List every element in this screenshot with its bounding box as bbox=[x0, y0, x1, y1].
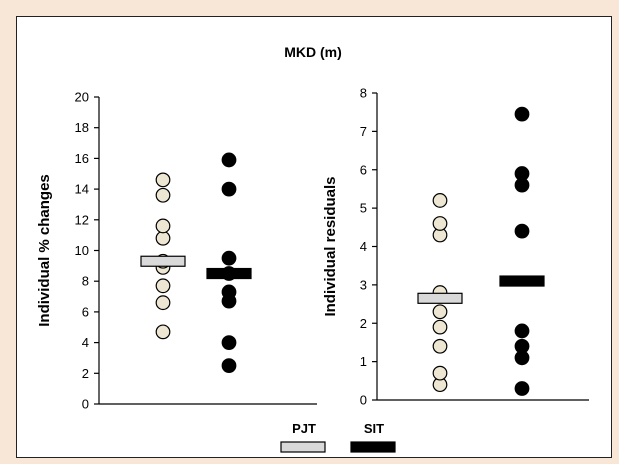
resid-y-tick-label: 1 bbox=[360, 354, 367, 369]
pct-y-tick-label: 18 bbox=[75, 120, 89, 135]
resid-y-tick-label: 5 bbox=[360, 201, 367, 216]
pct-y-axis-title: Individual % changes bbox=[36, 174, 53, 327]
pct-pjt-point bbox=[155, 324, 171, 340]
resid-pjt-mean-bar bbox=[417, 292, 463, 304]
resid-y-tick-label: 4 bbox=[360, 239, 367, 254]
resid-sit-point bbox=[514, 166, 530, 181]
pct-pjt-point bbox=[155, 230, 171, 246]
panel-percent-changes: 0 2 4 6 8 10 12 14 16 18 20 Individual % changes bbox=[36, 90, 317, 412]
resid-sit-point bbox=[514, 338, 530, 354]
resid-sit-point bbox=[514, 106, 530, 122]
legend: PJT SIT bbox=[280, 421, 396, 453]
pct-y-tick-label: 2 bbox=[82, 366, 89, 381]
legend-swatch-sit bbox=[350, 441, 396, 453]
resid-y-tick-label: 3 bbox=[360, 277, 367, 292]
pct-sit-point bbox=[221, 284, 237, 300]
resid-y-tick-label: 2 bbox=[360, 316, 367, 331]
pct-sit-point bbox=[221, 358, 237, 374]
resid-sit-point bbox=[514, 223, 530, 239]
pct-sit-point bbox=[221, 181, 237, 197]
resid-y-tick-label: 8 bbox=[360, 86, 367, 101]
pct-pjt-mean-bar bbox=[140, 255, 186, 267]
pct-sit-point bbox=[221, 152, 237, 168]
resid-pjt-point bbox=[432, 193, 448, 208]
pct-y-tick-label: 6 bbox=[82, 304, 89, 319]
resid-y-tick-label: 0 bbox=[360, 393, 367, 408]
pct-pjt-point bbox=[155, 295, 171, 311]
pct-y-tick-label: 16 bbox=[75, 151, 89, 166]
resid-sit-point bbox=[514, 323, 530, 339]
pct-y-tick-label: 12 bbox=[75, 212, 89, 227]
pct-sit-point bbox=[221, 335, 237, 351]
figure-title: MKD (m) bbox=[284, 44, 342, 60]
pct-pjt-point bbox=[155, 278, 171, 294]
legend-label-sit: SIT bbox=[364, 421, 384, 436]
pct-pjt-point bbox=[155, 218, 171, 234]
pct-y-tick-label: 10 bbox=[75, 243, 89, 258]
legend-swatch-pjt bbox=[280, 441, 326, 453]
resid-y-tick-label: 7 bbox=[360, 124, 367, 139]
resid-sit-point bbox=[514, 381, 530, 396]
pct-y-tick-label: 0 bbox=[82, 397, 89, 412]
pct-y-tick-label: 14 bbox=[75, 182, 89, 197]
resid-pjt-point bbox=[432, 338, 448, 354]
resid-sit-mean-bar bbox=[499, 275, 545, 287]
resid-pjt-point bbox=[432, 304, 448, 320]
pct-pjt-point bbox=[155, 172, 171, 188]
pct-y-tick-label: 4 bbox=[82, 335, 89, 350]
panel-residuals: 0 1 2 3 4 5 6 7 8 Individual residuals bbox=[322, 86, 589, 408]
resid-y-axis-title: Individual residuals bbox=[322, 176, 339, 316]
pct-y-tick-label: 20 bbox=[75, 90, 89, 105]
legend-label-pjt: PJT bbox=[292, 421, 316, 436]
pct-sit-point bbox=[221, 250, 237, 266]
pct-y-tick-label: 8 bbox=[82, 274, 89, 289]
resid-y-tick-label: 6 bbox=[360, 162, 367, 177]
pct-sit-mean-bar bbox=[206, 267, 252, 280]
resid-pjt-point bbox=[432, 319, 448, 335]
resid-pjt-point bbox=[432, 365, 448, 381]
pct-pjt-point bbox=[155, 187, 171, 203]
figure-frame: MKD (m) 0 2 4 6 8 10 12 14 16 18 20 Individual % ch… bbox=[16, 16, 612, 458]
resid-pjt-point bbox=[432, 216, 448, 231]
